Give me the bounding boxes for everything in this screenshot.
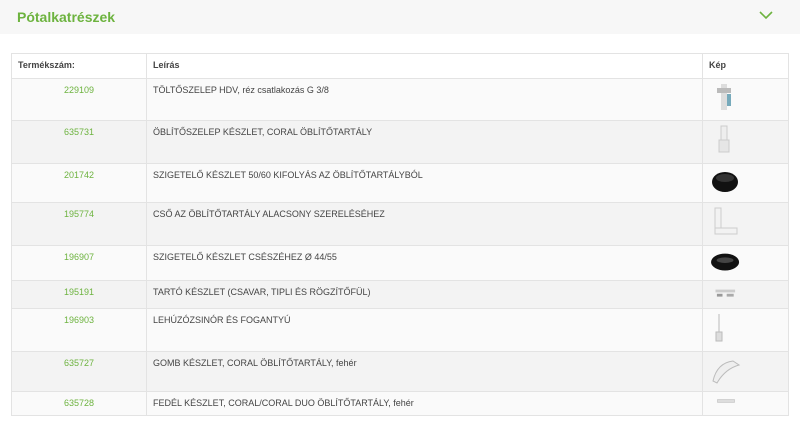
product-description: TARTÓ KÉSZLET (CSAVAR, TIPLI ÉS RÖGZÍTŐF… [146, 280, 703, 309]
section-title: Pótalkatrészek [17, 9, 116, 25]
product-number-link[interactable]: 229109 [11, 78, 147, 121]
spare-parts-table: Termékszám: Leírás Kép 229109 TÖLTŐSZELE… [11, 53, 789, 416]
product-image[interactable] [702, 391, 789, 416]
product-number-link[interactable]: 196907 [11, 245, 147, 281]
product-image[interactable] [702, 351, 789, 392]
product-number-link[interactable]: 195774 [11, 202, 147, 246]
table-row: 201742 SZIGETELŐ KÉSZLET 50/60 KIFOLYÁS … [11, 163, 789, 203]
table-row: 196907 SZIGETELŐ KÉSZLET CSÉSZÉHEZ Ø 44/… [11, 245, 789, 281]
product-image[interactable] [702, 245, 789, 281]
product-image[interactable] [702, 202, 789, 246]
flush-valve-image [718, 125, 730, 153]
product-image[interactable] [702, 120, 789, 164]
table-row: 635728 FEDÉL KÉSZLET, CORAL/CORAL DUO ÖB… [11, 391, 789, 416]
product-description: FEDÉL KÉSZLET, CORAL/CORAL DUO ÖBLÍTŐTAR… [146, 391, 703, 416]
seal-black-image [712, 172, 738, 192]
product-description: ÖBLÍTŐSZELEP KÉSZLET, CORAL ÖBLÍTŐTARTÁL… [146, 120, 703, 164]
seal-ring-image [711, 253, 740, 271]
product-description: TÖLTŐSZELEP HDV, réz csatlakozás G 3/8 [146, 78, 703, 121]
product-image[interactable] [702, 308, 789, 352]
product-description: CSŐ AZ ÖBLÍTŐTARTÁLY ALACSONY SZERELÉSÉH… [146, 202, 703, 246]
lid-image [717, 399, 735, 403]
header-product-number: Termékszám: [11, 53, 147, 79]
product-image[interactable] [702, 163, 789, 203]
product-description: SZIGETELŐ KÉSZLET CSÉSZÉHEZ Ø 44/55 [146, 245, 703, 281]
product-image[interactable] [702, 78, 789, 121]
product-number-link[interactable]: 635731 [11, 120, 147, 164]
product-number-link[interactable]: 196903 [11, 308, 147, 352]
product-image[interactable] [702, 280, 789, 309]
header-image: Kép [702, 53, 789, 79]
table-header-row: Termékszám: Leírás Kép [11, 53, 789, 79]
product-number-link[interactable]: 201742 [11, 163, 147, 203]
product-number-link[interactable]: 635727 [11, 351, 147, 392]
screws-image [715, 289, 736, 297]
table-row: 196903 LEHÚZÓZSINÓR ÉS FOGANTYÚ [11, 308, 789, 352]
pull-cord-image [715, 314, 723, 342]
table-row: 635731 ÖBLÍTŐSZELEP KÉSZLET, CORAL ÖBLÍT… [11, 120, 789, 164]
product-description: GOMB KÉSZLET, CORAL ÖBLÍTŐTARTÁLY, fehér [146, 351, 703, 392]
product-number-link[interactable]: 195191 [11, 280, 147, 309]
product-description: LEHÚZÓZSINÓR ÉS FOGANTYÚ [146, 308, 703, 352]
fill-valve-image [717, 84, 731, 110]
table-row: 195774 CSŐ AZ ÖBLÍTŐTARTÁLY ALACSONY SZE… [11, 202, 789, 246]
button-image [712, 360, 741, 384]
product-number-link[interactable]: 635728 [11, 391, 147, 416]
table-row: 229109 TÖLTŐSZELEP HDV, réz csatlakozás … [11, 78, 789, 121]
section-header[interactable]: Pótalkatrészek [0, 0, 800, 34]
table-row: 635727 GOMB KÉSZLET, CORAL ÖBLÍTŐTARTÁLY… [11, 351, 789, 392]
product-description: SZIGETELŐ KÉSZLET 50/60 KIFOLYÁS AZ ÖBLÍ… [146, 163, 703, 203]
table-row: 195191 TARTÓ KÉSZLET (CSAVAR, TIPLI ÉS R… [11, 280, 789, 309]
chevron-down-icon[interactable] [758, 8, 774, 22]
header-description: Leírás [146, 53, 703, 79]
pipe-image [714, 207, 738, 235]
